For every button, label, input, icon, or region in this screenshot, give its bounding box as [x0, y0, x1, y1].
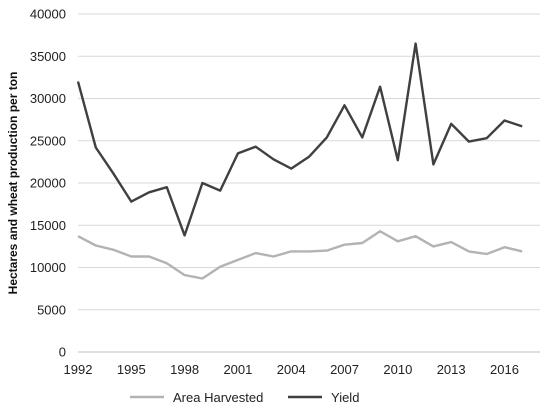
x-tick-label: 2001 — [223, 362, 252, 377]
x-tick-label: 2007 — [330, 362, 359, 377]
x-tick-label: 1998 — [170, 362, 199, 377]
y-tick-label: 5000 — [37, 302, 66, 317]
x-tick-label: 1995 — [117, 362, 146, 377]
y-axis-tick-labels: 0 5000 10000 15000 20000 25000 30000 35000 40000 — [30, 7, 66, 360]
legend-label-area-harvested: Area Harvested — [173, 390, 263, 405]
y-tick-label: 20000 — [30, 176, 66, 191]
x-tick-label: 1992 — [64, 362, 93, 377]
legend-label-yield: Yield — [331, 390, 359, 405]
x-tick-label: 2004 — [277, 362, 306, 377]
y-tick-label: 30000 — [30, 91, 66, 106]
gridlines — [78, 13, 540, 311]
x-axis-tick-labels: 1992 1995 1998 2001 2004 2007 2010 2013 2016 — [64, 362, 519, 377]
x-tick-label: 2016 — [490, 362, 519, 377]
y-tick-label: 0 — [59, 345, 66, 360]
y-tick-label: 15000 — [30, 218, 66, 233]
y-tick-label: 25000 — [30, 133, 66, 148]
x-tick-label: 2010 — [383, 362, 412, 377]
series-lines — [76, 42, 523, 280]
y-axis-title: Hectares and wheat production per ton — [6, 72, 20, 295]
y-tick-label: 10000 — [30, 260, 66, 275]
series-line-yield — [76, 42, 523, 237]
x-tick-label: 2013 — [437, 362, 466, 377]
legend: Area Harvested Yield — [130, 390, 359, 405]
series-line-area-harvested — [77, 229, 523, 280]
y-tick-label: 35000 — [30, 49, 66, 64]
y-tick-label: 40000 — [30, 7, 66, 22]
